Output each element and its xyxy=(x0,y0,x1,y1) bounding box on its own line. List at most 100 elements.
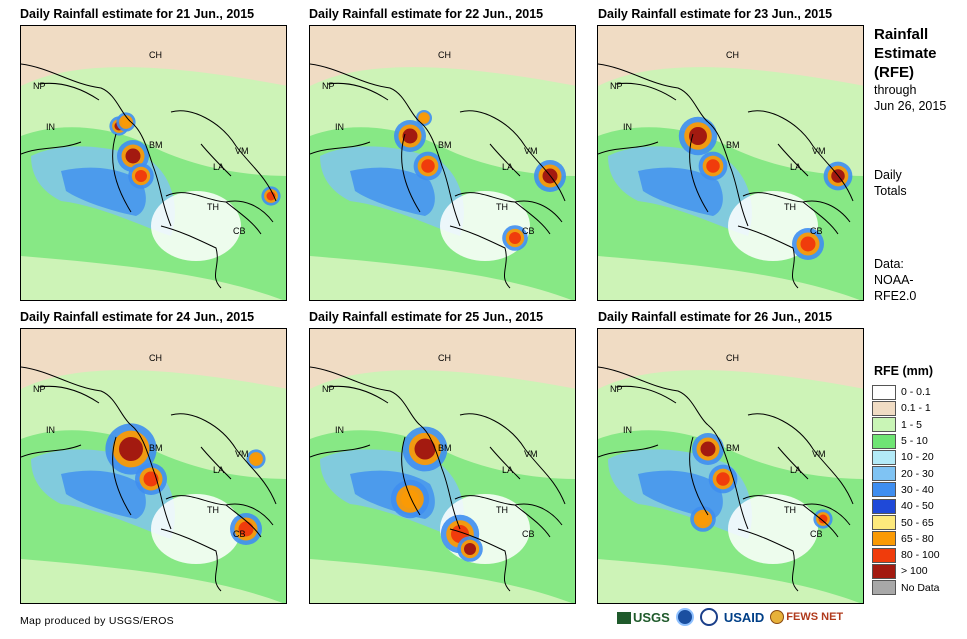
side-title: Rainfall Estimate (RFE) through Jun 26, … xyxy=(874,25,946,114)
side-title-line1: Rainfall xyxy=(874,26,929,43)
country-label-np: NP xyxy=(610,384,623,394)
side-through: through xyxy=(874,83,917,97)
legend-item: 80 - 100 xyxy=(872,547,964,563)
country-label-bm: BM xyxy=(149,443,163,453)
panel-title-25: Daily Rainfall estimate for 25 Jun., 201… xyxy=(309,310,544,324)
country-label-la: LA xyxy=(790,465,801,475)
country-label-cb: CB xyxy=(522,226,535,236)
country-label-th: TH xyxy=(496,505,508,515)
map-svg: CH NP IN BM LA VM TH CB xyxy=(598,329,863,603)
panel-title-22: Daily Rainfall estimate for 22 Jun., 201… xyxy=(309,7,544,21)
side-totals-label: Totals xyxy=(874,184,907,198)
country-label-vm: VM xyxy=(812,449,826,459)
map-svg: CH NP IN BM LA VM TH CB xyxy=(21,26,286,300)
map-svg: CH NP IN BM LA VM TH CB xyxy=(310,329,575,603)
legend-swatch xyxy=(872,547,896,563)
country-label-th: TH xyxy=(207,505,219,515)
country-label-in: IN xyxy=(335,425,344,435)
rainfall-map-24: CH NP IN BM LA VM TH CB xyxy=(20,328,287,604)
legend-item: 0 - 0.1 xyxy=(872,384,964,400)
legend-swatch xyxy=(872,515,896,531)
usgs-logo: USGS xyxy=(617,610,670,625)
country-label-in: IN xyxy=(335,122,344,132)
country-label-th: TH xyxy=(784,505,796,515)
legend-swatch xyxy=(872,384,896,400)
country-label-th: TH xyxy=(207,202,219,212)
country-label-in: IN xyxy=(623,425,632,435)
legend-swatch xyxy=(872,580,896,596)
legend-label: 40 - 50 xyxy=(901,500,934,513)
rainfall-map-23: CH NP IN BM LA VM TH CB xyxy=(597,25,864,301)
country-label-cb: CB xyxy=(233,529,246,539)
legend-label: 20 - 30 xyxy=(901,467,934,480)
country-label-np: NP xyxy=(33,384,46,394)
country-label-la: LA xyxy=(213,162,224,172)
legend-swatch xyxy=(872,417,896,433)
legend-item: 40 - 50 xyxy=(872,498,964,514)
side-date: Jun 26, 2015 xyxy=(874,99,947,113)
legend-item: 20 - 30 xyxy=(872,465,964,482)
legend-swatch xyxy=(872,563,896,579)
country-label-vm: VM xyxy=(524,449,538,459)
panel-title-24: Daily Rainfall estimate for 24 Jun., 201… xyxy=(20,310,255,324)
rainfall-map-22: CH NP IN BM LA VM TH CB xyxy=(309,25,576,301)
country-label-vm: VM xyxy=(235,449,249,459)
country-label-la: LA xyxy=(790,162,801,172)
side-title-line2: Estimate xyxy=(874,45,937,62)
country-label-vm: VM xyxy=(235,146,249,156)
country-label-in: IN xyxy=(623,122,632,132)
country-label-in: IN xyxy=(46,122,55,132)
country-label-np: NP xyxy=(33,81,46,91)
rainfall-map-25: CH NP IN BM LA VM TH CB xyxy=(309,328,576,604)
country-label-cb: CB xyxy=(810,529,823,539)
side-title-line3: (RFE) xyxy=(874,64,914,81)
country-label-ch: CH xyxy=(726,50,739,60)
country-label-in: IN xyxy=(46,425,55,435)
legend-swatch xyxy=(872,449,896,465)
country-label-np: NP xyxy=(322,384,335,394)
legend-label: 10 - 20 xyxy=(901,451,934,464)
dhs-seal-logo xyxy=(699,608,718,626)
country-label-th: TH xyxy=(784,202,796,212)
legend-label: 80 - 100 xyxy=(901,549,940,562)
country-label-bm: BM xyxy=(149,140,163,150)
country-label-np: NP xyxy=(610,81,623,91)
country-label-bm: BM xyxy=(438,443,452,453)
legend-item: 10 - 20 xyxy=(872,449,964,465)
footer-credit: Map produced by USGS/EROS xyxy=(20,615,174,627)
legend-label: > 100 xyxy=(901,565,928,578)
side-data-src-2: RFE2.0 xyxy=(874,289,917,303)
usaid-logo: USAID xyxy=(723,609,765,625)
legend-label: 1 - 5 xyxy=(901,418,923,431)
country-label-bm: BM xyxy=(726,443,740,453)
rainfall-map-26: CH NP IN BM LA VM TH CB xyxy=(597,328,864,604)
country-label-cb: CB xyxy=(810,226,823,236)
side-daily: Daily Totals xyxy=(874,167,907,199)
legend-label: 0 - 0.1 xyxy=(901,386,931,399)
country-label-ch: CH xyxy=(438,353,451,363)
country-label-ch: CH xyxy=(149,50,162,60)
legend-title: RFE (mm) xyxy=(874,364,934,378)
legend-item: 65 - 80 xyxy=(872,531,964,547)
logo-strip: USGS USAID FEWS NET xyxy=(617,608,843,626)
country-label-la: LA xyxy=(502,162,513,172)
panel-title-21: Daily Rainfall estimate for 21 Jun., 201… xyxy=(20,7,255,21)
map-svg: CH NP IN BM LA VM TH CB xyxy=(310,26,575,300)
legend-swatch xyxy=(872,466,896,482)
legend-item: > 100 xyxy=(872,563,964,579)
country-label-cb: CB xyxy=(233,226,246,236)
legend-item: No Data xyxy=(872,580,964,596)
country-label-ch: CH xyxy=(149,353,162,363)
legend-swatch xyxy=(872,433,896,449)
country-label-bm: BM xyxy=(438,140,452,150)
legend-label: 30 - 40 xyxy=(901,483,934,496)
country-label-vm: VM xyxy=(524,146,538,156)
noaa-logo xyxy=(675,608,694,626)
legend-item: 5 - 10 xyxy=(872,433,964,449)
country-label-la: LA xyxy=(502,465,513,475)
map-svg: CH NP IN BM LA VM TH CB xyxy=(598,26,863,300)
map-svg: CH NP IN BM LA VM TH CB xyxy=(21,329,286,603)
side-data-source: Data: NOAA- RFE2.0 xyxy=(874,256,916,304)
rainfall-map-21: CH NP IN BM LA VM TH CB xyxy=(20,25,287,301)
country-label-th: TH xyxy=(496,202,508,212)
